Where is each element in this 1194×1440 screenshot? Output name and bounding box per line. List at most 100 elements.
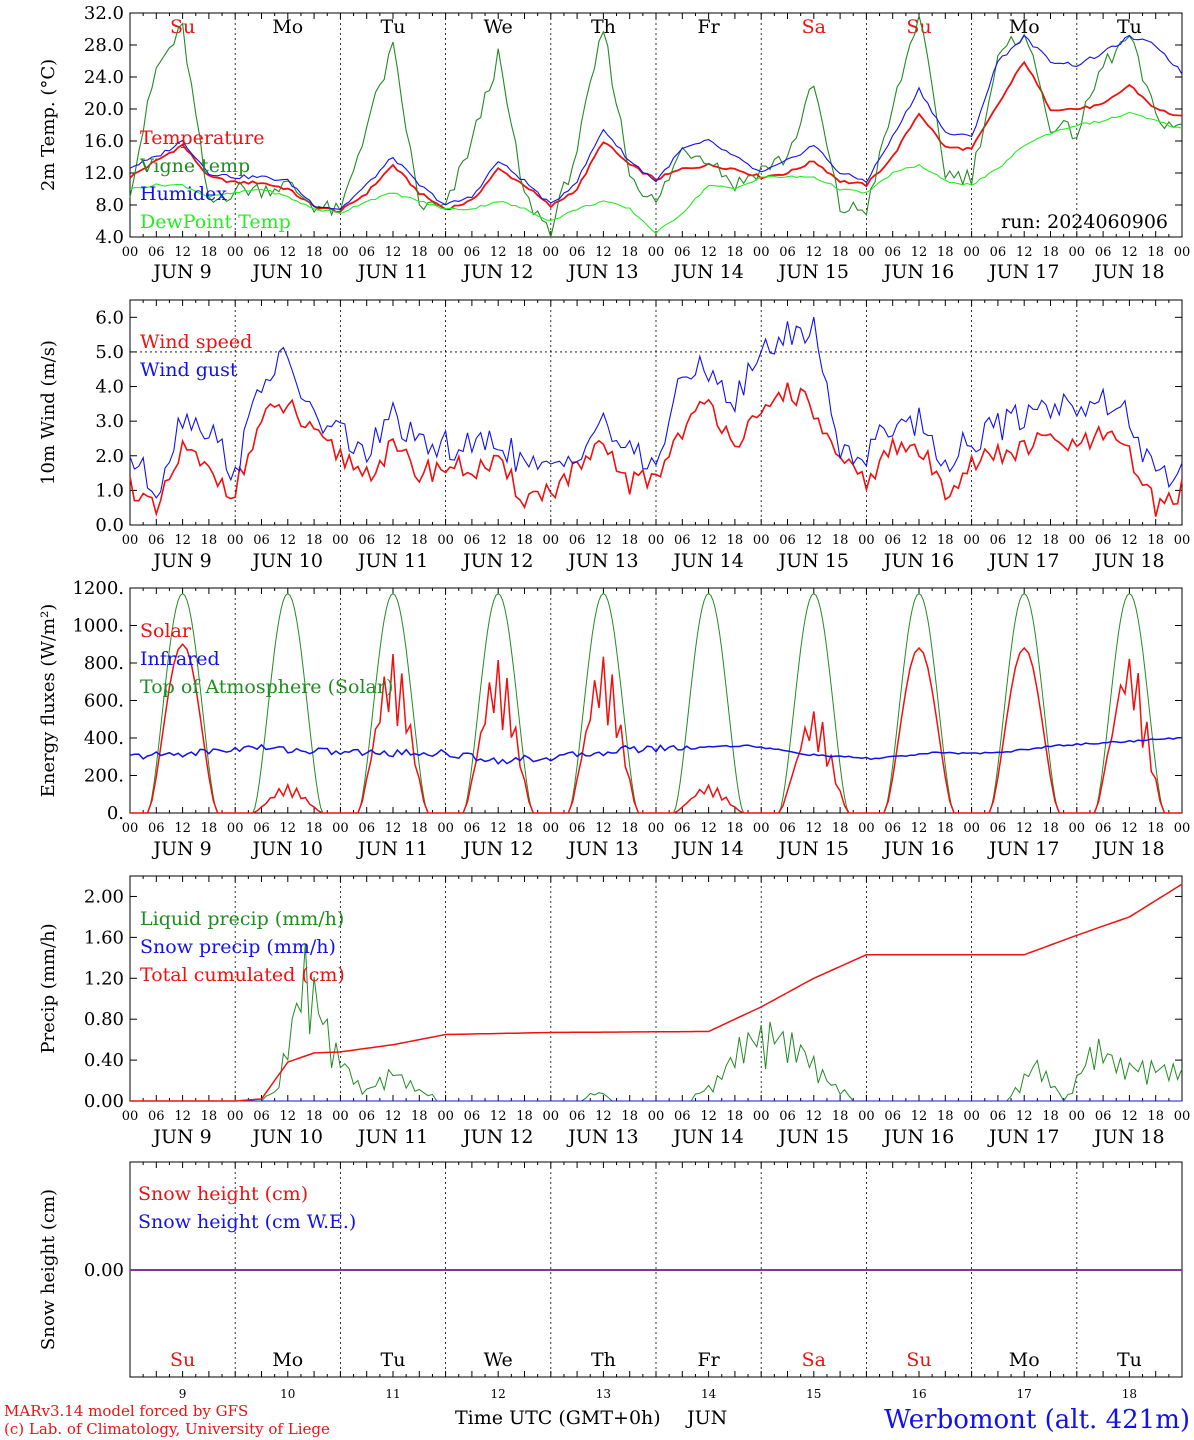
- hour-tick-label: 12: [700, 245, 717, 260]
- date-tick-label: JUN 17: [987, 550, 1059, 572]
- hour-tick-label: 06: [884, 821, 901, 836]
- legend-entry: DewPoint Temp: [140, 211, 291, 233]
- hour-tick-label: 12: [806, 1109, 823, 1124]
- hour-tick-label: 18: [306, 533, 323, 548]
- hour-tick-label: 18: [306, 1109, 323, 1124]
- hour-tick-label: 00: [1069, 245, 1086, 260]
- hour-tick-label: 12: [700, 1109, 717, 1124]
- legend-entry: Humidex: [140, 183, 227, 205]
- hour-tick-label: 06: [569, 533, 586, 548]
- hour-tick-label: 12: [174, 1109, 191, 1124]
- hour-tick-label: 12: [174, 245, 191, 260]
- date-tick-label: JUN 10: [251, 838, 323, 860]
- day-of-week-label: Sa: [802, 16, 826, 38]
- hour-tick-label: 00: [543, 1109, 560, 1124]
- day-number-label: 13: [596, 1387, 611, 1401]
- hour-tick-label: 18: [1042, 245, 1059, 260]
- y-axis-label: Precip (mm/h): [38, 923, 59, 1053]
- day-of-week-label: Tu: [1117, 1349, 1142, 1371]
- day-of-week-label: Sa: [802, 1349, 826, 1371]
- credit-line-2: (c) Lab. of Climatology, University of L…: [4, 1420, 330, 1438]
- hour-tick-label: 06: [464, 821, 481, 836]
- hour-tick-label: 06: [464, 245, 481, 260]
- day-of-week-label: Th: [591, 16, 616, 38]
- y-axis-label: 10m Wind (m/s): [38, 340, 59, 485]
- day-of-week-label: Mo: [272, 1349, 303, 1371]
- date-tick-label: JUN 9: [151, 838, 211, 860]
- y-tick-label: 1200.: [72, 578, 124, 599]
- legend-entry: Wind gust: [140, 359, 238, 381]
- hour-tick-label: 12: [280, 821, 297, 836]
- series-vigne-temp: [129, 15, 1183, 240]
- day-of-week-label: Tu: [1117, 16, 1142, 38]
- day-number-label: 16: [911, 1387, 926, 1401]
- hour-tick-label: 18: [201, 533, 218, 548]
- hour-tick-label: 18: [832, 533, 849, 548]
- hour-tick-label: 18: [727, 245, 744, 260]
- hour-tick-label: 00: [963, 821, 980, 836]
- hour-tick-label: 18: [306, 821, 323, 836]
- date-tick-label: JUN 13: [566, 1126, 638, 1148]
- hour-tick-label: 06: [148, 245, 165, 260]
- day-number-label: 18: [1122, 1387, 1137, 1401]
- hour-tick-label: 06: [148, 533, 165, 548]
- hour-tick-label: 18: [937, 1109, 954, 1124]
- date-tick-label: JUN 18: [1092, 1126, 1164, 1148]
- y-tick-label: 600.: [84, 691, 124, 712]
- series-dewpoint-temp: [129, 111, 1183, 235]
- hour-tick-label: 12: [1016, 821, 1033, 836]
- hour-tick-label: 18: [516, 1109, 533, 1124]
- hour-tick-label: 12: [1121, 245, 1138, 260]
- hour-tick-label: 12: [700, 821, 717, 836]
- hour-tick-label: 18: [1147, 821, 1164, 836]
- day-of-week-label: We: [484, 16, 513, 38]
- legend-entry: Snow height (cm): [138, 1183, 308, 1205]
- y-tick-label: 800.: [84, 653, 124, 674]
- hour-tick-label: 00: [122, 245, 139, 260]
- hour-tick-label: 12: [385, 533, 402, 548]
- hour-tick-label: 18: [937, 245, 954, 260]
- hour-tick-label: 00: [332, 821, 349, 836]
- y-tick-label: 0.80: [84, 1009, 124, 1030]
- hour-tick-label: 00: [437, 245, 454, 260]
- hour-tick-label: 06: [358, 245, 375, 260]
- y-tick-label: 4.0: [95, 377, 124, 398]
- hour-tick-label: 12: [1121, 821, 1138, 836]
- hour-tick-label: 06: [464, 1109, 481, 1124]
- hour-tick-label: 00: [648, 1109, 665, 1124]
- hour-tick-label: 12: [806, 821, 823, 836]
- day-number-label: 10: [280, 1387, 295, 1401]
- hour-tick-label: 12: [490, 821, 507, 836]
- hour-tick-label: 12: [1121, 533, 1138, 548]
- hour-tick-label: 06: [884, 245, 901, 260]
- hour-tick-label: 12: [385, 821, 402, 836]
- hour-tick-label: 00: [543, 245, 560, 260]
- hour-tick-label: 00: [1069, 821, 1086, 836]
- date-tick-label: JUN 11: [356, 838, 428, 860]
- hour-tick-label: 18: [201, 1109, 218, 1124]
- date-tick-label: JUN 11: [356, 261, 428, 283]
- date-tick-label: JUN 11: [356, 550, 428, 572]
- hour-tick-label: 18: [727, 1109, 744, 1124]
- day-of-week-label: Mo: [1009, 16, 1040, 38]
- wind-panel: 0.0 1.0 2.0 3.0 4.0 5.0 6.0 10m Wind (m/s) 00 06 1…: [38, 299, 1190, 572]
- series-solar: [130, 643, 1182, 814]
- date-tick-label: JUN 11: [356, 1126, 428, 1148]
- legend-entry: Solar: [140, 620, 192, 642]
- y-tick-label: 400.: [84, 728, 124, 749]
- hour-tick-label: 06: [253, 821, 270, 836]
- hour-tick-label: 00: [437, 533, 454, 548]
- date-tick-label: JUN 18: [1092, 838, 1164, 860]
- y-tick-label: 1.20: [84, 968, 124, 989]
- hour-tick-label: 06: [884, 1109, 901, 1124]
- y-tick-label: 0.0: [95, 515, 124, 536]
- hour-tick-label: 06: [253, 245, 270, 260]
- x-axis-label: Time UTC (GMT+0h): [455, 1407, 661, 1429]
- day-of-week-label: Tu: [381, 16, 406, 38]
- hour-tick-label: 00: [437, 821, 454, 836]
- hour-tick-label: 06: [674, 245, 691, 260]
- date-tick-label: JUN 15: [777, 550, 849, 572]
- hour-tick-label: 00: [648, 821, 665, 836]
- hour-tick-label: 18: [937, 533, 954, 548]
- hour-tick-label: 06: [1095, 1109, 1112, 1124]
